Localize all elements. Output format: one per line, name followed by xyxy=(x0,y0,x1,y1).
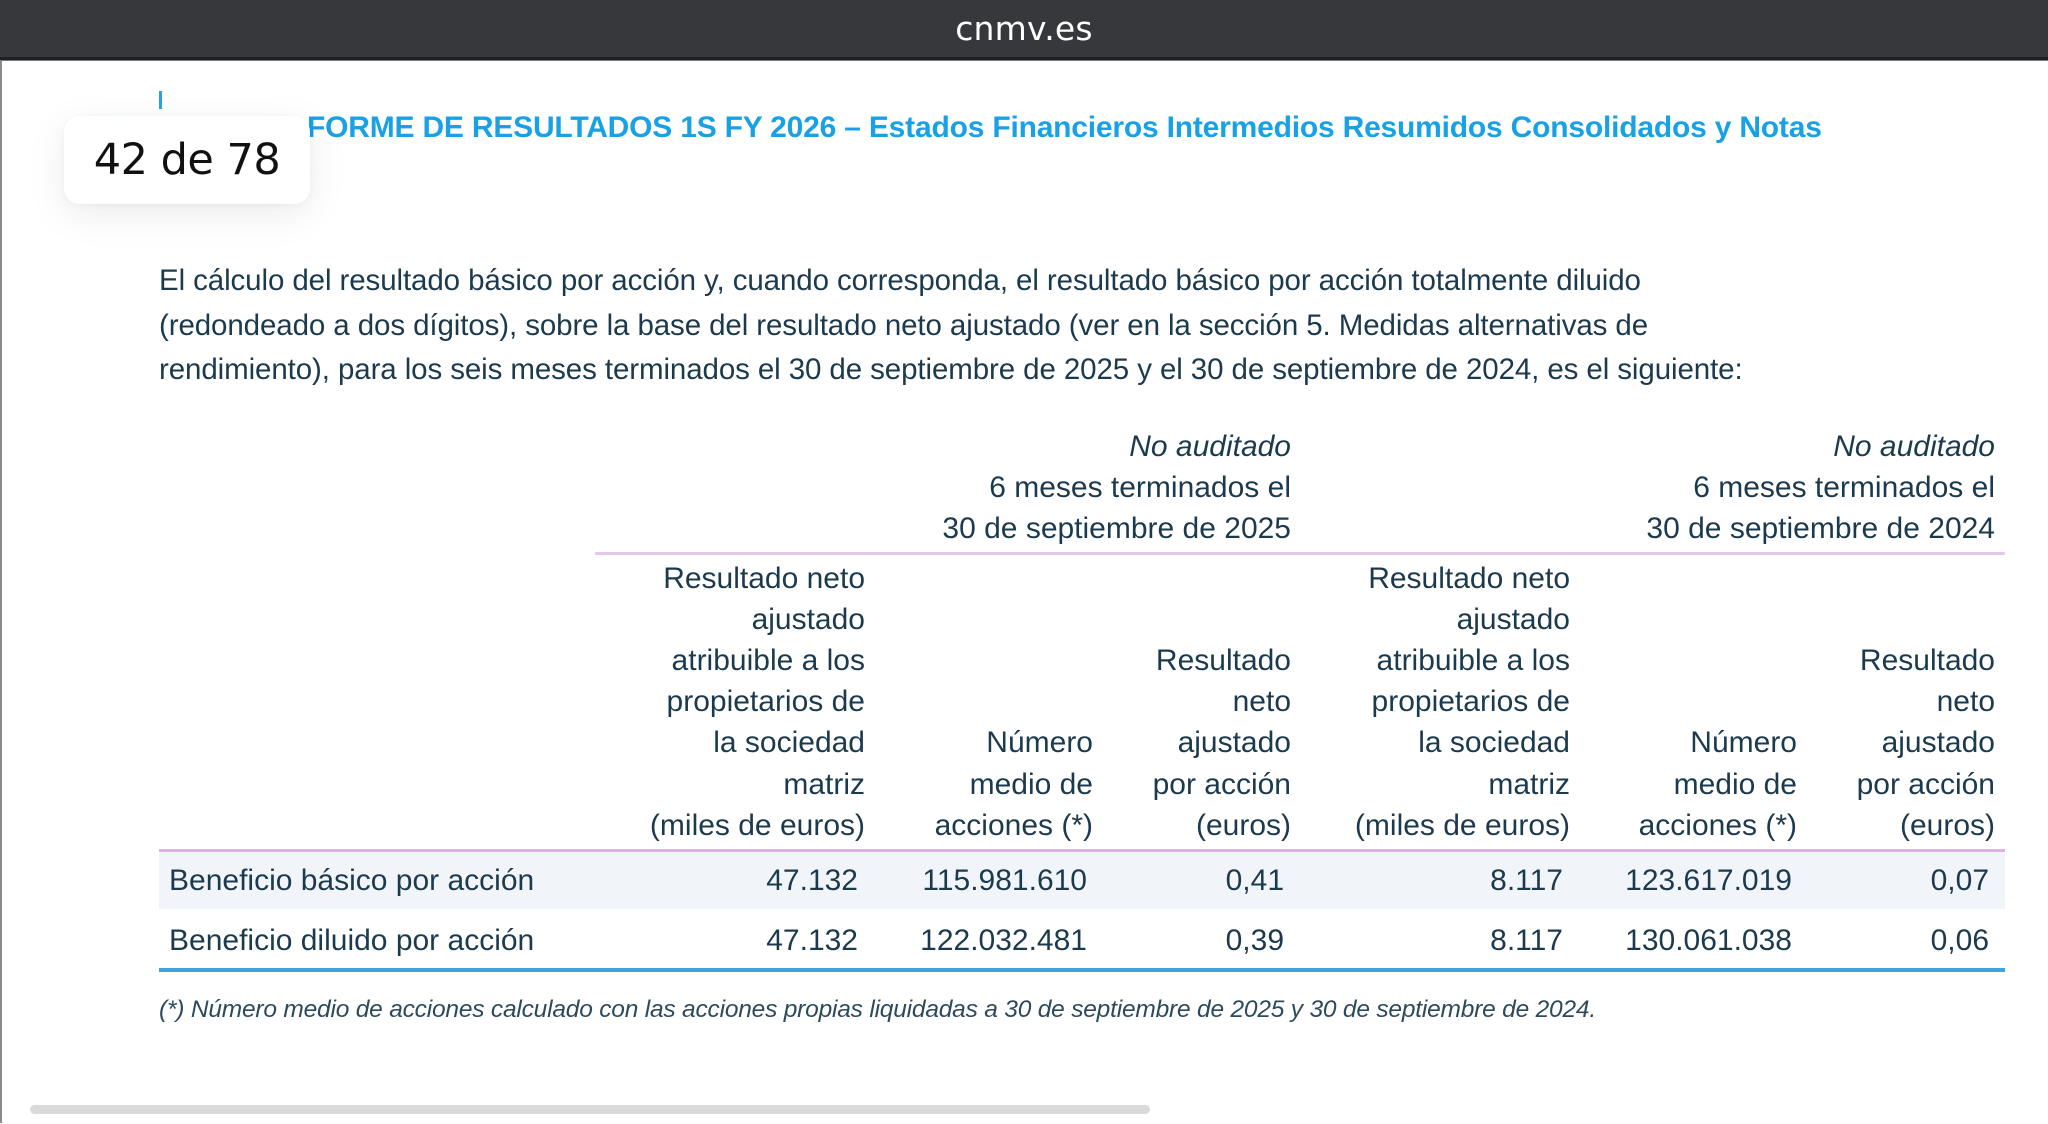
table-row: Beneficio básico por acción 47.132 115.9… xyxy=(159,852,2005,909)
cell-eps-2024: 0,06 xyxy=(1930,923,1989,957)
page-indicator-text: 42 de 78 xyxy=(93,135,281,185)
browser-top-bar: cnmv.es xyxy=(0,0,2048,60)
cell-avg-shares-2025: 115.981.610 xyxy=(922,863,1087,897)
cell-eps-2025: 0,41 xyxy=(1225,863,1284,897)
period-line: 6 meses terminados el xyxy=(1693,471,1995,504)
pdf-page: INF FORME DE RESULTADOS 1S FY 2026 – Est… xyxy=(2,61,2048,1124)
page-indicator: 42 de 78 xyxy=(64,116,310,204)
table-body-divider xyxy=(159,849,2005,852)
cell-net-result-2025: 47.132 xyxy=(766,863,858,897)
intro-paragraph: El cálculo del resultado básico por acci… xyxy=(159,259,2019,393)
table-footnote: (*) Número medio de acciones calculado c… xyxy=(159,996,1596,1023)
cell-eps-2024: 0,07 xyxy=(1930,863,1989,897)
row-label: Beneficio básico por acción xyxy=(169,863,535,897)
intro-line: El cálculo del resultado básico por acci… xyxy=(159,264,1641,297)
audit-status: No auditado xyxy=(1129,430,1291,463)
period-line: 6 meses terminados el xyxy=(989,471,1291,504)
cell-eps-2025: 0,39 xyxy=(1225,923,1284,957)
audit-status: No auditado xyxy=(1833,430,1995,463)
period-header-2024: No auditado 6 meses terminados el 30 de … xyxy=(1300,426,1995,549)
document-header-title: FORME DE RESULTADOS 1S FY 2026 – Estados… xyxy=(307,111,1822,144)
pdf-viewer[interactable]: INF FORME DE RESULTADOS 1S FY 2026 – Est… xyxy=(0,60,2048,1123)
column-header-net-result-2025: Resultado neto ajustado atribuible a los… xyxy=(649,561,865,842)
cell-avg-shares-2025: 122.032.481 xyxy=(920,923,1087,957)
header-accent-mark xyxy=(159,91,162,109)
table-header-divider xyxy=(595,552,2005,555)
row-label: Beneficio diluido por acción xyxy=(169,923,535,957)
column-header-avg-shares-2024: Número medio de acciones (*) xyxy=(1638,726,1797,842)
intro-line: rendimiento), para los seis meses termin… xyxy=(159,353,1743,386)
column-header-eps-2024: Resultado neto ajustado por acción (euro… xyxy=(1856,643,1995,842)
intro-line: (redondeado a dos dígitos), sobre la bas… xyxy=(159,308,1649,342)
horizontal-scrollbar[interactable] xyxy=(30,1105,1150,1114)
cell-net-result-2024: 8.117 xyxy=(1490,923,1563,957)
period-header-2025: No auditado 6 meses terminados el 30 de … xyxy=(595,426,1291,549)
cell-net-result-2025: 47.132 xyxy=(766,923,858,957)
cell-avg-shares-2024: 123.617.019 xyxy=(1625,863,1792,897)
column-header-net-result-2024: Resultado neto ajustado atribuible a los… xyxy=(1354,561,1570,842)
cell-avg-shares-2024: 130.061.038 xyxy=(1625,923,1792,957)
period-line: 30 de septiembre de 2024 xyxy=(1646,512,1995,545)
table-bottom-rule xyxy=(159,968,2005,972)
site-domain-label: cnmv.es xyxy=(955,9,1093,48)
period-line: 30 de septiembre de 2025 xyxy=(942,512,1291,545)
cell-net-result-2024: 8.117 xyxy=(1490,863,1563,897)
column-header-eps-2025: Resultado neto ajustado por acción (euro… xyxy=(1152,643,1291,842)
column-header-avg-shares-2025: Número medio de acciones (*) xyxy=(934,726,1093,842)
table-row: Beneficio diluido por acción 47.132 122.… xyxy=(159,912,2005,969)
